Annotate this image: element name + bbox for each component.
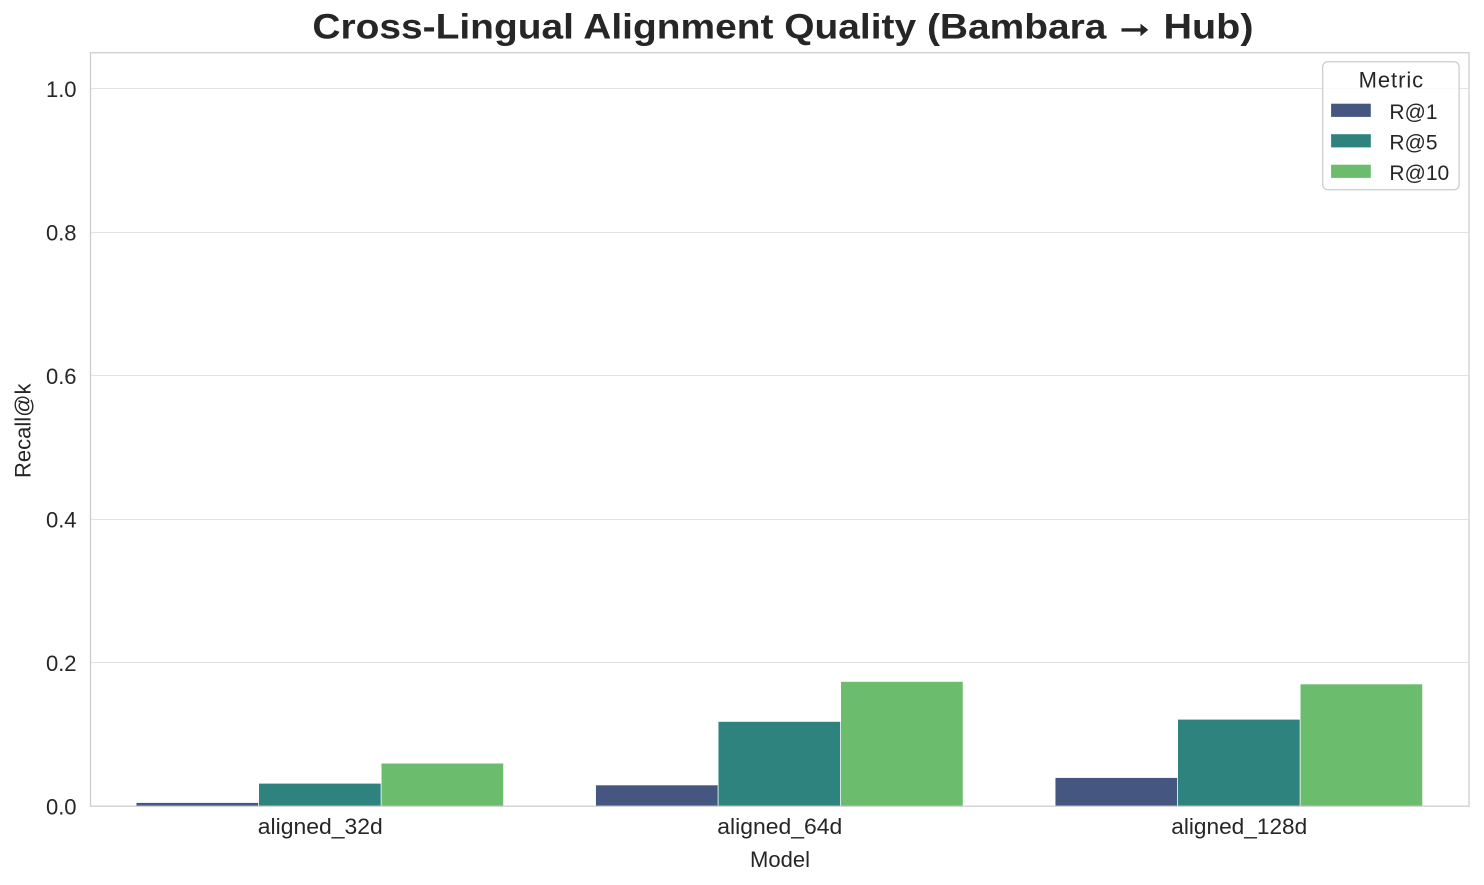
- svg-text:R@1: R@1: [1389, 101, 1437, 124]
- svg-text:0.4: 0.4: [46, 508, 77, 533]
- svg-text:Model: Model: [750, 847, 810, 872]
- svg-text:R@5: R@5: [1389, 132, 1437, 155]
- svg-text:R@10: R@10: [1389, 162, 1449, 185]
- svg-text:0.0: 0.0: [46, 795, 77, 820]
- svg-text:Cross-Lingual Alignment Qualit: Cross-Lingual Alignment Quality (Bambara: [312, 8, 1107, 47]
- svg-text:0.8: 0.8: [46, 221, 77, 246]
- svg-text:Metric: Metric: [1359, 68, 1424, 93]
- svg-text:aligned_64d: aligned_64d: [717, 814, 842, 839]
- svg-text:aligned_128d: aligned_128d: [1171, 814, 1307, 839]
- svg-text:Hub): Hub): [1164, 8, 1254, 47]
- svg-text:1.0: 1.0: [46, 77, 77, 102]
- svg-text:0.2: 0.2: [46, 651, 77, 676]
- svg-text:Recall@k: Recall@k: [11, 383, 36, 478]
- svg-text:aligned_32d: aligned_32d: [258, 814, 383, 839]
- svg-text:0.6: 0.6: [46, 364, 77, 389]
